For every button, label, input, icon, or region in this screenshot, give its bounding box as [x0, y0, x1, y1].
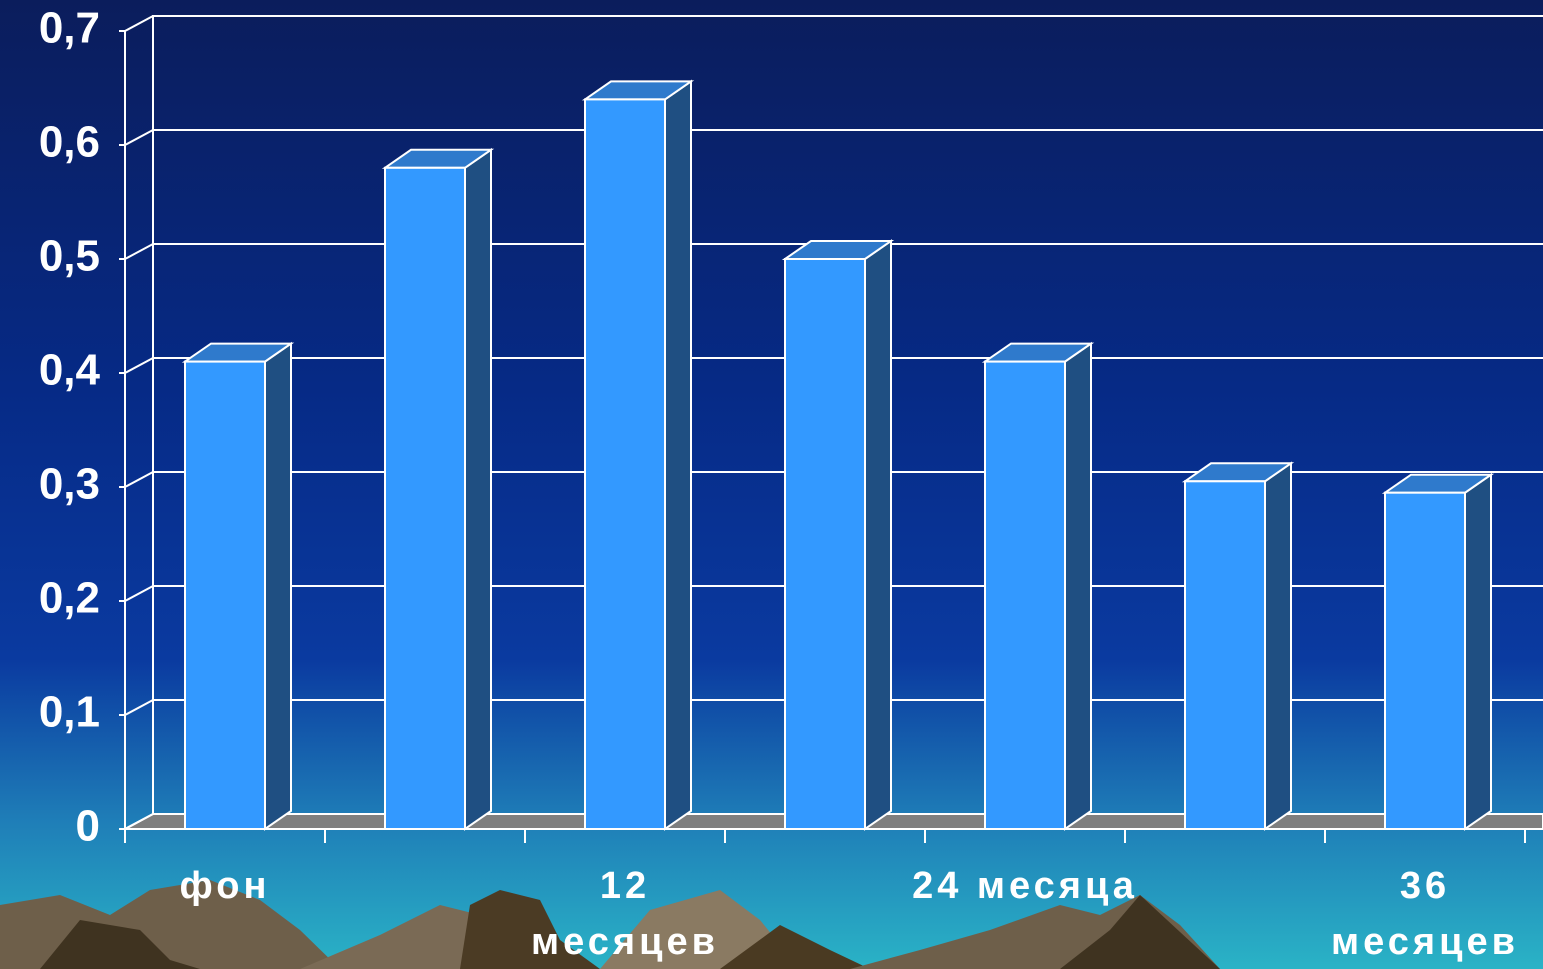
bar-side — [1064, 341, 1092, 831]
y-tick-diag — [124, 243, 154, 260]
bar — [1184, 480, 1266, 830]
y-tick-label: 0,2 — [39, 574, 100, 623]
mountains — [0, 880, 1220, 969]
bar-side — [264, 341, 292, 831]
y-tick-diag — [124, 699, 154, 716]
bar — [384, 166, 466, 831]
bar — [784, 258, 866, 830]
x-tick-label: 36 месяцев — [1331, 865, 1519, 963]
y-tick-label: 0,5 — [39, 232, 100, 281]
y-tick-diag — [124, 15, 154, 32]
bar-side — [1264, 461, 1292, 831]
y-tick-diag — [124, 813, 154, 830]
y-tick-label: 0 — [76, 802, 100, 851]
bar-side — [1464, 472, 1492, 831]
bar-side — [664, 79, 692, 831]
bar-side — [464, 147, 492, 831]
bar — [184, 360, 266, 830]
y-tick-diag — [124, 471, 154, 488]
x-tick-label: 12 месяцев — [531, 865, 719, 963]
y-tick-label: 0,4 — [39, 346, 101, 395]
y-tick-diag — [124, 129, 154, 146]
x-tick-label: 24 месяца — [912, 865, 1138, 907]
bar-side — [864, 239, 892, 831]
y-tick-label: 0,3 — [39, 460, 100, 509]
bar — [584, 98, 666, 830]
y-tick-label: 0,1 — [39, 688, 100, 737]
y-tick-label: 0,7 — [39, 4, 100, 53]
y-tick-diag — [124, 357, 154, 374]
bar — [984, 360, 1066, 830]
y-tick-label: 0,6 — [39, 118, 100, 167]
bar — [1384, 491, 1466, 830]
x-tick-label: фон — [179, 865, 271, 907]
y-tick-diag — [124, 585, 154, 602]
